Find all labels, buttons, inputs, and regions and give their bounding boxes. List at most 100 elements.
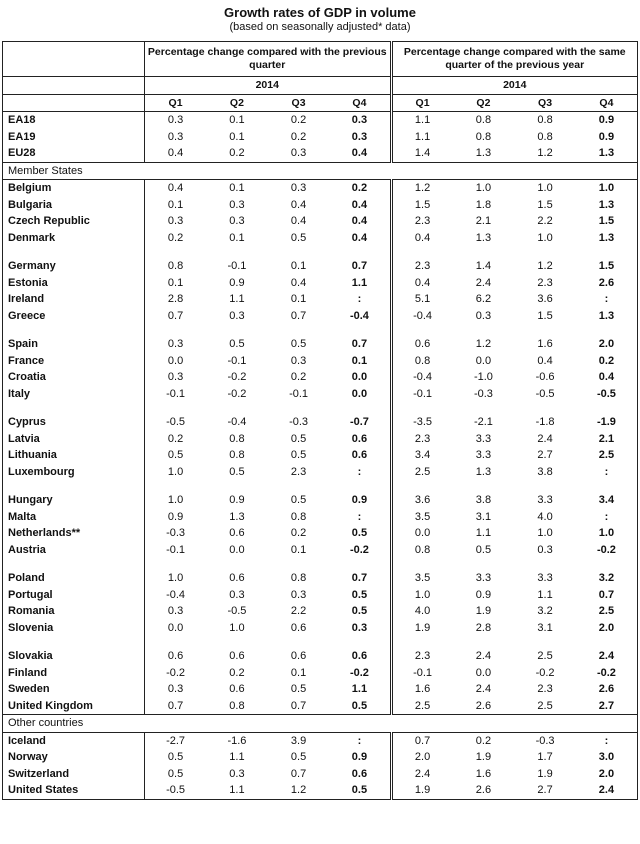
quarter-header: Q3	[267, 93, 330, 112]
value-cell: 2.6	[475, 699, 492, 712]
row	[3, 324, 638, 336]
value-cell: 0.6	[229, 683, 245, 695]
row: Other countries	[2, 714, 638, 732]
row: Italy -0.1 -0.2 -0.1 0.0 -0.1 -0.3 -0.5 -0.5	[3, 385, 638, 402]
country-name: France	[8, 354, 45, 367]
value-cell: 0.5	[351, 588, 368, 601]
value-cell: 4.0	[537, 510, 553, 523]
value-cell: 0.0	[475, 354, 492, 367]
value-cell: 3.3	[475, 432, 492, 445]
value-cell: 1.9	[475, 605, 492, 617]
value-cell: 3.8	[475, 494, 492, 506]
corner	[2, 93, 145, 112]
value-cell: 0.6	[351, 650, 368, 662]
value-cell: 0.3	[144, 111, 207, 129]
country-name: Czech Republic	[8, 215, 90, 227]
quarter-header: Q4	[329, 93, 391, 112]
value-cell: 0.5	[290, 432, 307, 445]
year-header: 2014	[144, 76, 391, 94]
row: Portugal -0.4 0.3 0.3 0.5 1.0 0.9 1.1 0.7	[3, 586, 638, 603]
spacer	[268, 480, 330, 492]
value-cell: 2.1	[598, 432, 615, 445]
value-cell: 2.5	[598, 449, 615, 461]
value-cell: 1.3	[598, 198, 615, 211]
spacer	[206, 636, 268, 648]
value-cell: 0.3	[144, 369, 207, 386]
value-cell: 1.6	[389, 681, 453, 698]
quarter-header: Q1	[389, 93, 453, 112]
value-cell: 0.1	[144, 274, 207, 291]
value-cell: 1.9	[389, 619, 453, 636]
row: Slovenia 0.0 1.0 0.6 0.3 1.9 2.8 3.1 2.0	[3, 619, 638, 636]
row: 2014 2014	[2, 76, 638, 94]
value-cell: -1.8	[535, 416, 555, 428]
country-name: Sweden	[8, 683, 50, 695]
value-cell: 0.6	[290, 650, 307, 662]
row: Spain 0.3 0.5 0.5 0.7 0.6 1.2 1.6 2.0	[3, 336, 638, 353]
spacer	[329, 480, 391, 492]
spacer	[329, 402, 391, 414]
spacer	[268, 636, 330, 648]
value-cell: 0.5	[290, 338, 307, 350]
value-cell: 0.8	[389, 352, 453, 369]
value-cell: 1.4	[475, 260, 492, 272]
value-cell: 0.4	[389, 274, 453, 291]
row: Belgium 0.4 0.1 0.3 0.2 1.2 1.0 1.0 1.0	[2, 179, 638, 197]
value-cell: 0.7	[351, 572, 368, 584]
page: Growth rates of GDP in volume (based on …	[0, 5, 640, 844]
value-cell: 2.4	[475, 276, 492, 289]
value-cell: 0.3	[229, 767, 245, 780]
value-cell: 0.1	[351, 354, 368, 367]
spacer	[389, 246, 453, 258]
country-name: EA19	[8, 130, 36, 143]
value-cell: 1.0	[229, 621, 245, 634]
value-cell: -0.2	[349, 543, 369, 556]
value-cell: 3.2	[537, 605, 553, 617]
spacer	[453, 324, 515, 336]
spacer	[144, 480, 207, 492]
spacer	[3, 558, 145, 570]
value-cell: -0.1	[389, 664, 453, 681]
value-cell: 0.4	[598, 371, 615, 383]
value-cell: -0.5	[144, 782, 207, 799]
value-cell: 0.8	[229, 432, 245, 445]
value-cell: 0.4	[351, 198, 368, 211]
value-cell: 0.3	[144, 213, 207, 230]
value-cell: 0.4	[290, 215, 307, 227]
country-name: EU28	[8, 147, 36, 159]
value-cell: 0.2	[267, 111, 330, 129]
value-cell: 0.7	[351, 338, 368, 350]
value-cell: 2.4	[598, 784, 615, 796]
row: Hungary 1.0 0.9 0.5 0.9 3.6 3.8 3.3 3.4	[3, 492, 638, 509]
value-cell: -1.6	[206, 731, 268, 749]
row: Greece 0.7 0.3 0.7 -0.4 -0.4 0.3 1.5 1.3	[3, 307, 638, 324]
row: Croatia 0.3 -0.2 0.2 0.0 -0.4 -1.0 -0.6 0.4	[3, 369, 638, 386]
value-cell: 1.2	[475, 338, 492, 350]
value-cell: 0.5	[290, 751, 307, 763]
spacer	[329, 636, 391, 648]
spacer	[206, 402, 268, 414]
row: Czech Republic 0.3 0.3 0.4 0.4 2.3 2.1 2.2 1.5	[3, 213, 638, 230]
value-cell: 1.5	[389, 196, 453, 213]
value-cell: -0.5	[227, 605, 247, 617]
row: Sweden 0.3 0.6 0.5 1.1 1.6 2.4 2.3 2.6	[3, 681, 638, 698]
value-cell: 6.2	[475, 293, 492, 305]
spacer	[329, 558, 391, 570]
value-cell: 0.5	[290, 494, 307, 506]
country-name: Belgium	[2, 179, 145, 197]
value-cell: -0.4	[349, 309, 369, 322]
value-cell: 2.3	[389, 430, 453, 447]
value-cell: 1.0	[389, 586, 453, 603]
value-cell: -0.3	[144, 525, 207, 542]
value-cell: 0.7	[290, 309, 307, 322]
quarter-header: Q2	[452, 93, 515, 112]
value-cell: -0.6	[535, 371, 555, 383]
row	[3, 402, 638, 414]
row: Luxembourg 1.0 0.5 2.3: 2.5 1.3 3.8:	[3, 463, 638, 480]
value-cell: 0.4	[389, 229, 453, 246]
row: United States -0.5 1.1 1.2 0.5 1.9 2.6 2.7 2.4	[3, 782, 638, 799]
value-cell: 0.5	[144, 765, 207, 782]
row: Germany 0.8 -0.1 0.1 0.7 2.3 1.4 1.2 1.5	[3, 258, 638, 275]
value-cell: 0.2	[144, 430, 207, 447]
value-cell: -0.2	[349, 666, 369, 679]
